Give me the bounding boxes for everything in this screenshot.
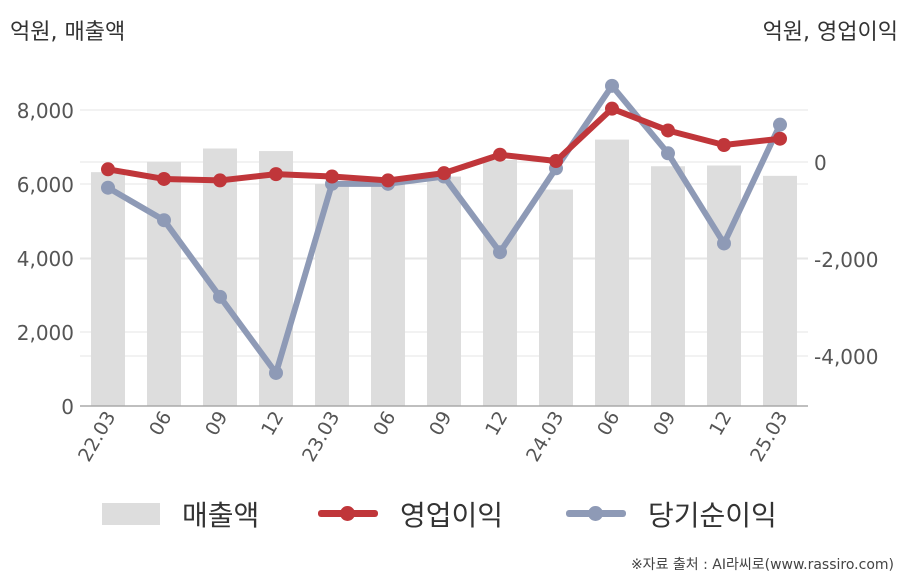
left-tick-label: 0: [61, 395, 74, 419]
right-axis-unit: 억원, 영업이익: [762, 20, 898, 45]
operating-profit-point: [605, 101, 619, 116]
net-income-point: [661, 146, 675, 161]
x-tick-label: 22.03: [74, 408, 120, 466]
left-tick-label: 4,000: [17, 247, 74, 271]
legend-net-swatch: [566, 503, 626, 525]
legend-label-revenue: 매출액: [182, 499, 260, 532]
operating-profit-point: [437, 166, 451, 181]
revenue-bar: [763, 175, 797, 406]
combo-chart: 0 2,000 4,000 6,000 8,000 0 -2,000 -4,000 22.03 0…: [17, 78, 878, 466]
x-tick-label: 24.03: [522, 408, 568, 466]
left-tick-label: 8,000: [17, 99, 74, 123]
operating-profit-point: [269, 167, 283, 182]
operating-profit-point: [717, 138, 731, 153]
revenue-bar: [91, 172, 125, 406]
net-income-point: [101, 180, 115, 195]
revenue-bar: [707, 165, 741, 406]
revenue-bar: [595, 139, 629, 406]
revenue-bar: [651, 166, 685, 406]
legend-item-revenue: 매출액: [102, 492, 259, 536]
left-tick-label: 6,000: [17, 173, 74, 197]
revenue-bar: [147, 161, 181, 406]
operating-profit-point: [157, 171, 171, 186]
x-tick-label: 12: [705, 408, 736, 440]
left-axis-unit: 억원, 매출액: [10, 20, 126, 45]
x-tick-label: 06: [593, 408, 624, 440]
x-tick-label: 09: [649, 408, 680, 440]
revenue-bar: [427, 176, 461, 406]
legend-label-operating-profit: 영업이익: [400, 499, 504, 532]
net-income-point: [717, 236, 731, 251]
revenue-bar: [371, 184, 405, 406]
source-note: ※자료 출처 : AI라씨로(www.rassiro.com): [630, 557, 894, 573]
revenue-bar: [539, 189, 573, 406]
x-tick-label: 06: [369, 408, 400, 440]
operating-profit-point: [381, 173, 395, 188]
net-income-point: [157, 213, 171, 228]
x-tick-label: 25.03: [746, 408, 792, 466]
net-income-point: [269, 365, 283, 380]
x-tick-label: 09: [425, 408, 456, 440]
operating-profit-point: [773, 131, 787, 146]
revenue-bar: [483, 159, 517, 406]
right-tick-label: -2,000: [814, 248, 878, 272]
net-income-point: [213, 289, 227, 304]
legend: 매출액 영업이익 당기순이익: [0, 492, 908, 536]
legend-bar-swatch: [102, 503, 160, 525]
operating-profit-point: [661, 123, 675, 138]
x-tick-label: 12: [481, 408, 512, 440]
x-tick-label: 06: [145, 408, 176, 440]
operating-profit-point: [549, 154, 563, 169]
x-tick-label: 12: [257, 408, 288, 440]
net-income-point: [493, 245, 507, 260]
operating-profit-point: [493, 147, 507, 162]
right-tick-label: 0: [814, 151, 827, 175]
legend-label-net-income: 당기순이익: [648, 499, 777, 532]
left-tick-label: 2,000: [17, 321, 74, 345]
net-income-point: [605, 78, 619, 93]
legend-item-net-income: 당기순이익: [566, 492, 777, 536]
net-income-point: [773, 117, 787, 132]
operating-profit-point: [213, 173, 227, 188]
x-tick-label: 23.03: [298, 408, 344, 466]
legend-item-operating-profit: 영업이익: [318, 492, 503, 536]
right-tick-label: -4,000: [814, 345, 878, 369]
legend-op-swatch: [318, 503, 378, 525]
operating-profit-point: [325, 169, 339, 184]
x-tick-label: 09: [201, 408, 232, 440]
operating-profit-point: [101, 162, 115, 177]
